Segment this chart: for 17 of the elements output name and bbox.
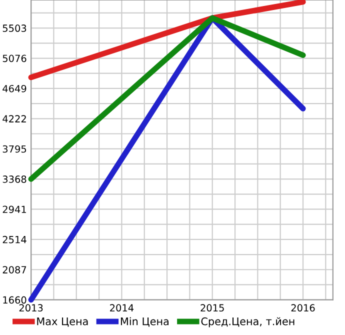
y-tick-label: 3795 (2, 145, 26, 153)
x-tick-label: 2016 (291, 304, 315, 312)
x-tick-label: 2014 (110, 304, 134, 312)
y-tick-label: 2941 (2, 206, 26, 214)
legend-label: Max Цена (37, 318, 88, 327)
y-tick-label: 1660 (3, 296, 26, 304)
y-tick-label: 2087 (2, 266, 26, 274)
x-tick-label: 2015 (200, 304, 224, 312)
y-tick-label: 4222 (2, 115, 26, 122)
x-tick-label: 2013 (19, 304, 43, 312)
legend-label: Min Цена (120, 317, 168, 327)
y-tick-label: 5503 (2, 24, 26, 32)
y-tick-label: 4649 (2, 84, 26, 92)
legend-label: Сред.Цена, т.йен (201, 317, 294, 328)
y-tick-label: 3368 (2, 176, 26, 183)
y-tick-label: 2514 (2, 236, 26, 244)
y-tick-label: 5076 (2, 54, 26, 62)
